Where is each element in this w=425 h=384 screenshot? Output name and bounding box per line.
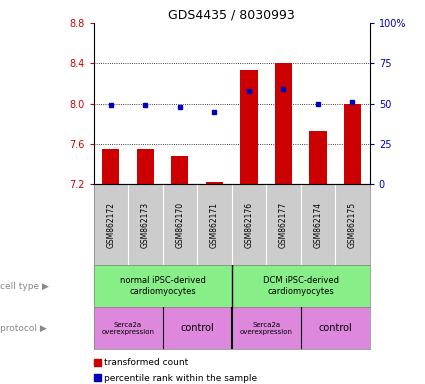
Title: GDS4435 / 8030993: GDS4435 / 8030993 — [168, 9, 295, 22]
Text: GSM862171: GSM862171 — [210, 202, 219, 248]
Text: GSM862170: GSM862170 — [176, 202, 184, 248]
Text: GSM862174: GSM862174 — [314, 202, 323, 248]
Text: GSM862175: GSM862175 — [348, 202, 357, 248]
Text: GSM862173: GSM862173 — [141, 202, 150, 248]
Text: transformed count: transformed count — [104, 358, 188, 367]
Bar — [309, 131, 326, 184]
Bar — [137, 149, 154, 184]
Text: GSM862172: GSM862172 — [106, 202, 115, 248]
Text: GSM862177: GSM862177 — [279, 202, 288, 248]
Text: control: control — [318, 323, 352, 333]
Text: GSM862176: GSM862176 — [244, 202, 253, 248]
Text: normal iPSC-derived
cardiomyocytes: normal iPSC-derived cardiomyocytes — [119, 276, 206, 296]
Bar — [102, 149, 119, 184]
Bar — [344, 104, 361, 184]
Text: cell type ▶: cell type ▶ — [0, 281, 49, 291]
Text: percentile rank within the sample: percentile rank within the sample — [104, 374, 257, 383]
Bar — [240, 70, 258, 184]
Text: control: control — [180, 323, 214, 333]
Bar — [206, 182, 223, 184]
Text: DCM iPSC-derived
cardiomyocytes: DCM iPSC-derived cardiomyocytes — [263, 276, 339, 296]
Text: Serca2a
overexpression: Serca2a overexpression — [102, 322, 155, 335]
Bar — [171, 156, 188, 184]
Text: protocol ▶: protocol ▶ — [0, 324, 47, 333]
Text: Serca2a
overexpression: Serca2a overexpression — [240, 322, 293, 335]
Bar — [275, 63, 292, 184]
